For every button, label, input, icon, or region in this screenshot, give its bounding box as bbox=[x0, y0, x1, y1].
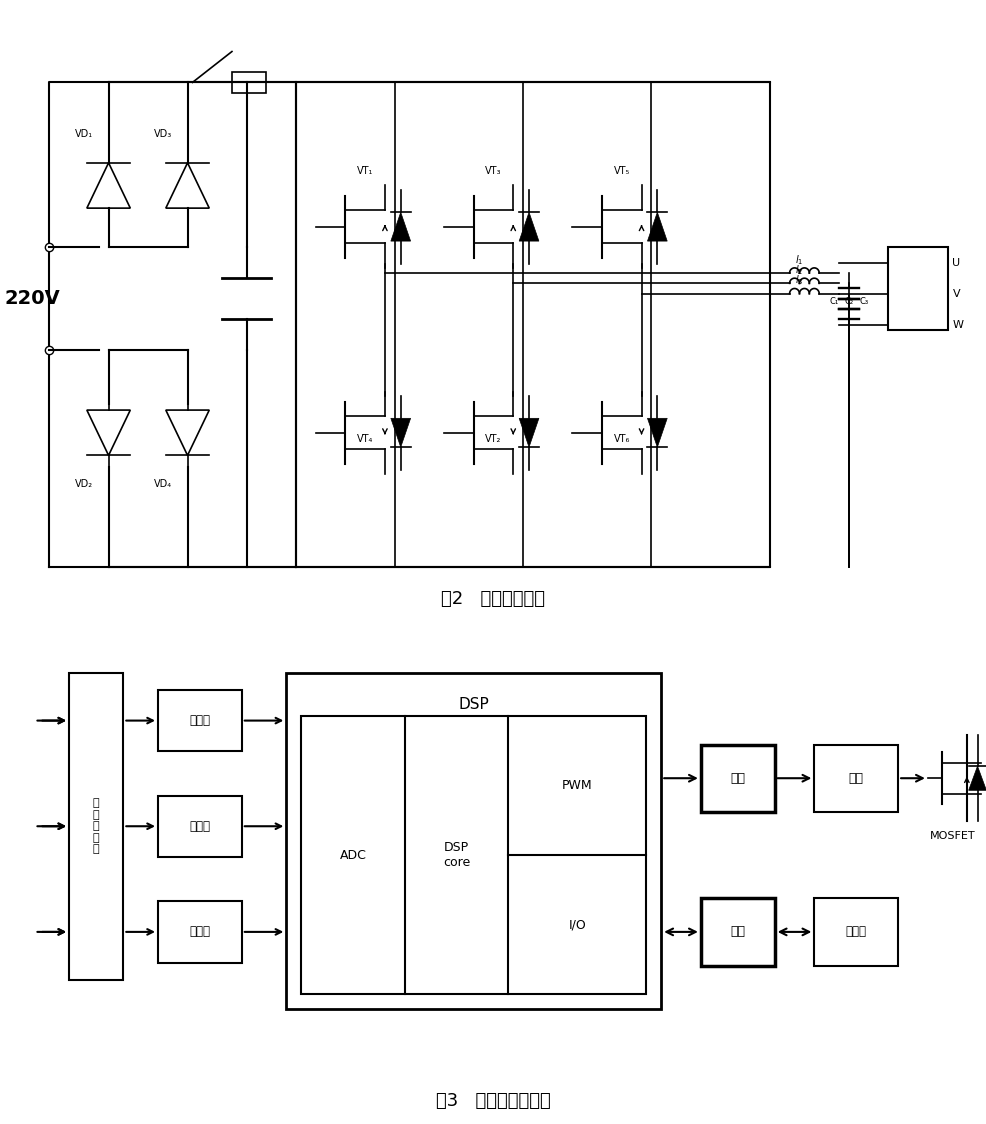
Text: C₃: C₃ bbox=[858, 297, 868, 306]
Text: $l_2$: $l_2$ bbox=[795, 263, 803, 277]
Bar bbox=[286, 672, 661, 1008]
Text: VT₁: VT₁ bbox=[357, 166, 373, 176]
Text: 预处理: 预处理 bbox=[189, 714, 210, 727]
Text: VT₅: VT₅ bbox=[613, 166, 629, 176]
Polygon shape bbox=[390, 212, 410, 242]
Text: $l_1$: $l_1$ bbox=[795, 253, 803, 266]
Text: 霍
尔
传
感
器: 霍 尔 传 感 器 bbox=[93, 798, 100, 854]
Text: 隔离: 隔离 bbox=[730, 925, 744, 939]
Bar bbox=[158, 901, 242, 962]
Text: VT₂: VT₂ bbox=[485, 434, 501, 444]
Text: I/O: I/O bbox=[568, 918, 586, 931]
Text: 驱动: 驱动 bbox=[848, 772, 863, 785]
Text: PWM: PWM bbox=[561, 779, 593, 792]
Text: 图3   控制回路原理图: 图3 控制回路原理图 bbox=[436, 1091, 550, 1109]
Polygon shape bbox=[967, 767, 985, 790]
Bar bbox=[813, 744, 897, 812]
Text: VD₄: VD₄ bbox=[154, 479, 172, 489]
Text: VD₁: VD₁ bbox=[75, 129, 93, 139]
Bar bbox=[158, 796, 242, 856]
Text: ADC: ADC bbox=[339, 849, 366, 862]
Text: U: U bbox=[951, 257, 959, 268]
Text: MOSFET: MOSFET bbox=[929, 831, 974, 841]
Text: 图2   主回路原理图: 图2 主回路原理图 bbox=[441, 590, 545, 608]
Text: V: V bbox=[951, 289, 959, 299]
Bar bbox=[69, 672, 123, 980]
Bar bbox=[232, 72, 266, 93]
Bar bbox=[158, 690, 242, 751]
Text: 预处理: 预处理 bbox=[189, 925, 210, 939]
Polygon shape bbox=[519, 212, 538, 242]
Text: C₁: C₁ bbox=[828, 297, 838, 306]
Text: $l_3$: $l_3$ bbox=[795, 273, 803, 287]
Text: 隔离: 隔离 bbox=[730, 772, 744, 785]
Bar bbox=[700, 744, 774, 812]
Polygon shape bbox=[647, 212, 667, 242]
Text: VD₂: VD₂ bbox=[75, 479, 93, 489]
Bar bbox=[887, 247, 947, 329]
Bar bbox=[301, 716, 646, 995]
Bar bbox=[700, 898, 774, 966]
Text: 220V: 220V bbox=[5, 289, 60, 308]
Text: C₂: C₂ bbox=[843, 297, 853, 306]
Text: DSP
core: DSP core bbox=[443, 841, 469, 869]
Text: 开关量: 开关量 bbox=[845, 925, 866, 939]
Text: VD₃: VD₃ bbox=[154, 129, 172, 139]
Text: 预处理: 预处理 bbox=[189, 819, 210, 833]
Polygon shape bbox=[647, 418, 667, 447]
Text: DSP: DSP bbox=[458, 697, 489, 711]
Bar bbox=[813, 898, 897, 966]
Text: VT₃: VT₃ bbox=[485, 166, 501, 176]
Text: VT₆: VT₆ bbox=[613, 434, 629, 444]
Text: VT₄: VT₄ bbox=[357, 434, 373, 444]
Polygon shape bbox=[390, 418, 410, 447]
Polygon shape bbox=[519, 418, 538, 447]
Text: W: W bbox=[951, 319, 962, 329]
